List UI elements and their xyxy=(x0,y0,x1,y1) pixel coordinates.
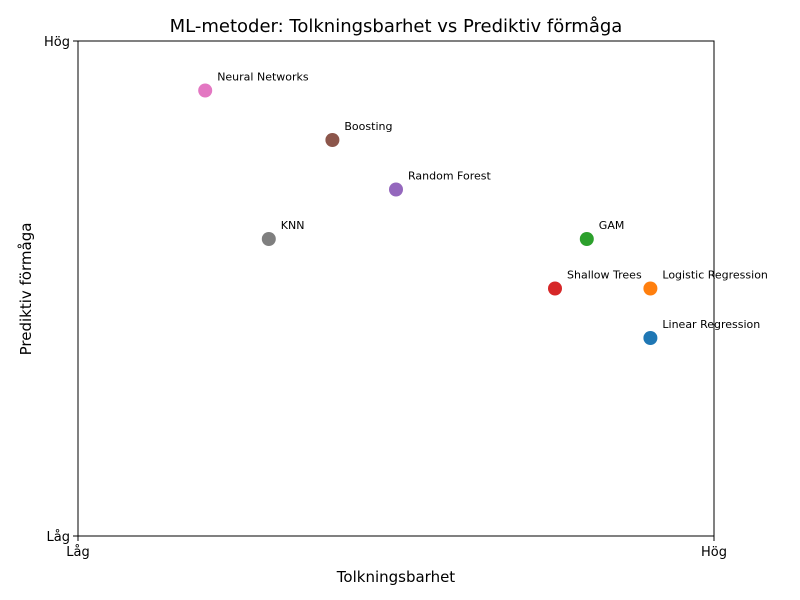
scatter-point xyxy=(643,331,658,345)
scatter-point xyxy=(579,232,594,246)
scatter-point xyxy=(261,232,276,246)
y-axis-label: Prediktiv förmåga xyxy=(17,223,35,356)
point-label: Boosting xyxy=(344,120,392,133)
point-label: Logistic Regression xyxy=(662,269,768,282)
y-tick-label: Hög xyxy=(44,35,70,50)
x-tick-label: Låg xyxy=(66,545,89,560)
point-label: GAM xyxy=(599,219,625,232)
axis-ticks: Låg Hög Låg Hög xyxy=(44,35,727,560)
scatter-point xyxy=(548,281,562,296)
x-axis-label: Tolkningsbarhet xyxy=(336,568,456,586)
scatter-point xyxy=(389,182,403,197)
chart-title: ML-metoder: Tolkningsbarhet vs Prediktiv… xyxy=(170,16,623,37)
point-label: Neural Networks xyxy=(217,71,309,84)
x-tick-label: Hög xyxy=(701,545,727,560)
data-points: Linear Regression Logistic Regression GAM S… xyxy=(198,71,768,345)
point-label: Linear Regression xyxy=(662,318,760,331)
scatter-point xyxy=(643,281,658,296)
plot-area xyxy=(77,40,715,537)
scatter-point xyxy=(325,133,340,147)
y-tick-label: Låg xyxy=(47,530,70,545)
scatter-point xyxy=(198,83,213,98)
plot-frame xyxy=(77,40,715,537)
point-label: KNN xyxy=(281,219,305,232)
point-label: Shallow Trees xyxy=(567,269,642,282)
point-label: Random Forest xyxy=(408,170,491,183)
